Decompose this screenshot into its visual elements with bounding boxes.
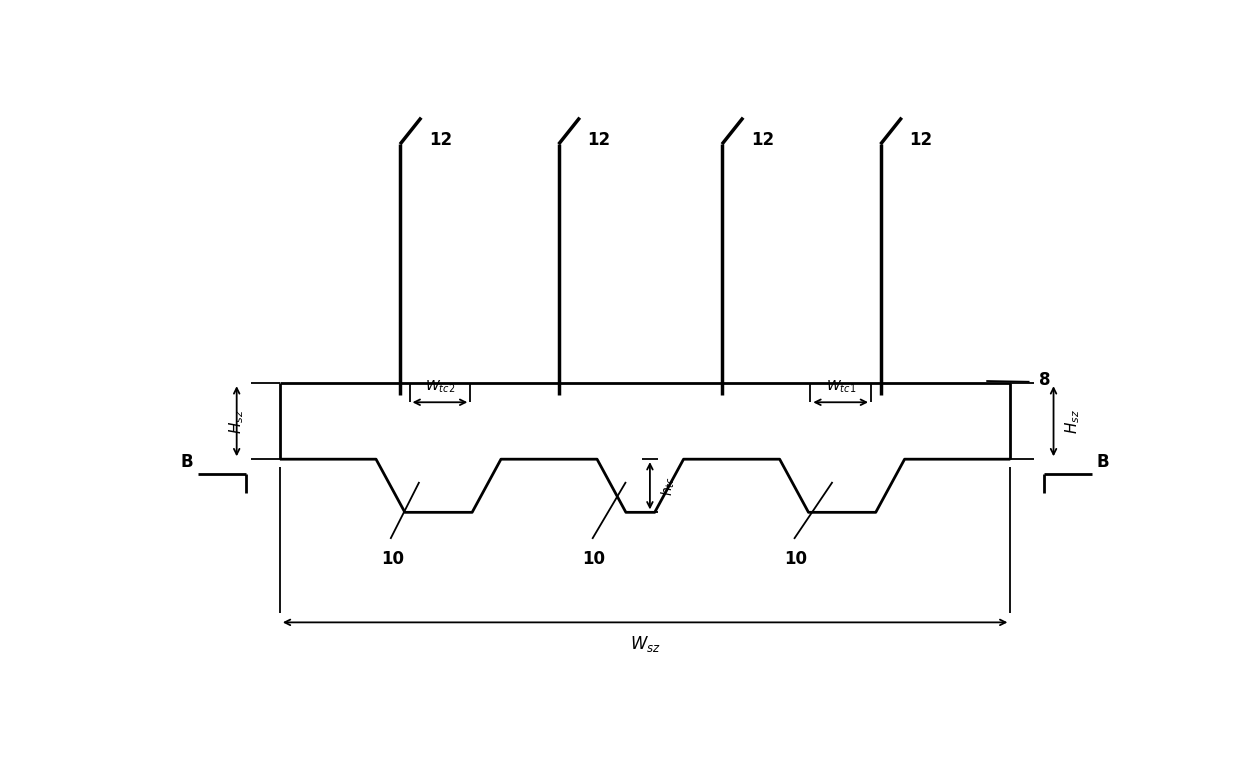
Text: 12: 12 [588, 131, 610, 150]
Text: 10: 10 [381, 550, 404, 568]
Text: 10: 10 [785, 550, 807, 568]
Text: 12: 12 [909, 131, 932, 150]
Text: 12: 12 [751, 131, 774, 150]
Text: B: B [1096, 452, 1110, 471]
Text: H$_{sz}$: H$_{sz}$ [1063, 409, 1081, 433]
Text: 10: 10 [583, 550, 605, 568]
Text: B: B [181, 452, 193, 471]
Text: H$_{sz}$: H$_{sz}$ [228, 409, 247, 433]
Text: 12: 12 [429, 131, 453, 150]
Text: W$_{tc2}$: W$_{tc2}$ [425, 378, 455, 395]
Text: W$_{sz}$: W$_{sz}$ [630, 634, 661, 653]
Text: h$_{tc}$: h$_{tc}$ [660, 476, 677, 496]
Text: 8: 8 [1039, 370, 1050, 389]
Text: W$_{tc1}$: W$_{tc1}$ [826, 378, 856, 395]
